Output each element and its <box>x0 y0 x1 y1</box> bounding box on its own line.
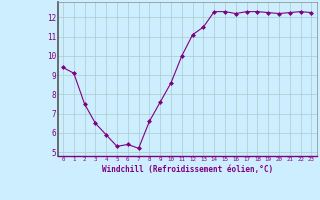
X-axis label: Windchill (Refroidissement éolien,°C): Windchill (Refroidissement éolien,°C) <box>102 165 273 174</box>
